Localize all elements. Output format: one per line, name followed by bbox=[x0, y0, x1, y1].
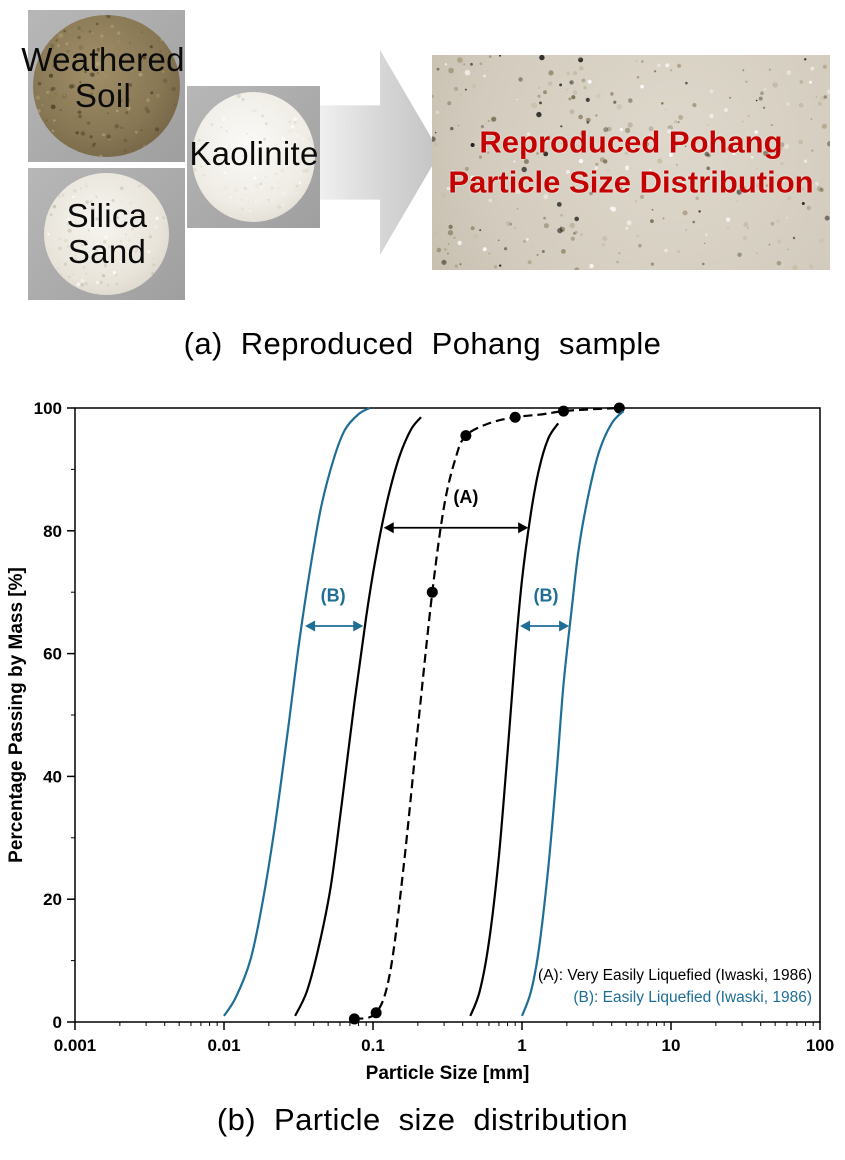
silica-sand-texture bbox=[44, 173, 169, 295]
annotation-arrowhead-right bbox=[518, 522, 529, 534]
x-tick-label: 0.1 bbox=[361, 1036, 385, 1055]
silica-sand-sample-image bbox=[44, 173, 169, 295]
weathered-soil-texture bbox=[33, 15, 180, 157]
pohang-photo-texture bbox=[432, 55, 830, 270]
kaolinite-label: Kaolinite bbox=[189, 135, 319, 172]
reproduced-pohang-sample-marker bbox=[370, 1007, 382, 1019]
caption-panel-b: (b) Particle size distribution bbox=[216, 1102, 629, 1137]
weathered-soil-sample-image bbox=[33, 15, 180, 157]
caption-panel-a: (a) Reproduced Pohang sample bbox=[183, 326, 662, 361]
y-tick-label: 100 bbox=[34, 399, 62, 418]
legend-entry: (A): Very Easily Liquefied (Iwaski, 1986… bbox=[538, 967, 812, 984]
silica-sand-photo bbox=[28, 168, 185, 300]
reproduced-pohang-sample-marker bbox=[613, 402, 625, 414]
easily-liquefied-lower-bound-curve bbox=[223, 407, 371, 1017]
result-title-line1: Reproduced Pohang bbox=[479, 124, 783, 160]
reproduced-pohang-sample-marker bbox=[426, 586, 438, 598]
psd-chart: 0.001 0.01 0.1 1 10 100 0 20 40 60 80 100 Particle S… bbox=[6, 399, 834, 1084]
y-tick-label: 0 bbox=[53, 1013, 62, 1032]
x-axis-title: Particle Size [mm] bbox=[366, 1063, 530, 1084]
weathered-soil-label: Weathered Soil bbox=[21, 41, 185, 114]
y-tick-label: 60 bbox=[43, 645, 62, 664]
kaolinite-texture bbox=[192, 92, 315, 222]
reproduced-pohang-sample-marker bbox=[509, 411, 521, 423]
kaolinite-sample-image bbox=[192, 92, 315, 222]
reproduced-pohang-photo: Reproduced Pohang Particle Size Distribu… bbox=[432, 55, 830, 270]
kaolinite-photo bbox=[187, 86, 320, 228]
result-title: Reproduced Pohang Particle Size Distribu… bbox=[432, 122, 830, 203]
reproduced-pohang-sample-curve bbox=[354, 406, 620, 1020]
panel-a-sample-composition: Weathered Soil Silica Sand Kaolinite Rep… bbox=[0, 0, 845, 370]
y-tick-label: 40 bbox=[43, 767, 62, 786]
annotation-label: (B) bbox=[534, 585, 559, 605]
easily-liquefied-upper-bound-curve bbox=[520, 410, 625, 1017]
y-axis-title: Percentage Passing by Mass [%] bbox=[6, 567, 27, 863]
annotation-label: (B) bbox=[321, 585, 346, 605]
y-tick-label: 80 bbox=[43, 522, 62, 541]
legend-entry: (B): Easily Liquefied (Iwaski, 1986) bbox=[573, 989, 812, 1006]
x-tick-label: 0.01 bbox=[207, 1036, 240, 1055]
annotation-label: (A) bbox=[453, 487, 478, 507]
result-title-line2: Particle Size Distribution bbox=[448, 164, 814, 200]
reproduced-pohang-sample-marker bbox=[558, 405, 570, 417]
x-tick-label: 10 bbox=[662, 1036, 681, 1055]
very-easily-liquefied-lower-bound-curve bbox=[294, 416, 422, 1017]
weathered-soil-photo bbox=[28, 10, 185, 162]
annotation-arrowhead-right bbox=[559, 620, 570, 632]
silica-sand-label: Silica Sand bbox=[66, 197, 148, 270]
plot-frame bbox=[74, 407, 821, 1023]
x-tick-label: 0.001 bbox=[54, 1036, 97, 1055]
annotation-arrowhead-left bbox=[520, 620, 531, 632]
annotation-arrowhead-left bbox=[305, 620, 316, 632]
arrow-right-icon bbox=[320, 50, 440, 255]
x-tick-label: 1 bbox=[517, 1036, 526, 1055]
annotation-arrowhead-right bbox=[353, 620, 364, 632]
reproduced-pohang-sample-marker bbox=[348, 1013, 360, 1025]
y-tick-label: 20 bbox=[43, 890, 62, 909]
reproduced-pohang-sample-marker bbox=[460, 430, 472, 442]
very-easily-liquefied-upper-bound-curve bbox=[469, 422, 560, 1017]
x-tick-label: 100 bbox=[806, 1036, 834, 1055]
annotation-arrowhead-left bbox=[383, 522, 394, 534]
